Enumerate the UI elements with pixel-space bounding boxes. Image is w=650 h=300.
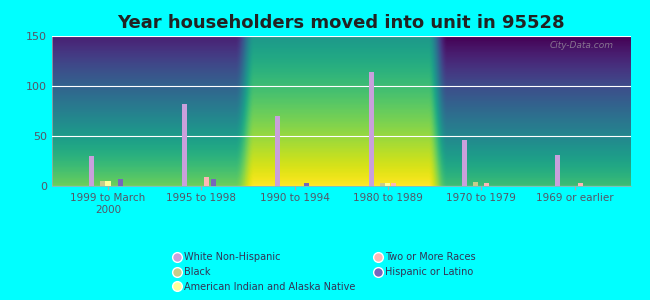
Bar bbox=[391, 183, 396, 186]
Text: City-Data.com: City-Data.com bbox=[549, 40, 613, 50]
Bar bbox=[100, 181, 105, 186]
Bar bbox=[211, 179, 216, 186]
Bar bbox=[369, 72, 374, 186]
Bar bbox=[462, 140, 467, 186]
Bar bbox=[578, 183, 582, 186]
Bar bbox=[304, 183, 309, 186]
Bar bbox=[275, 116, 280, 186]
Bar bbox=[204, 177, 209, 186]
Bar bbox=[88, 156, 94, 186]
Bar bbox=[385, 183, 391, 186]
Bar bbox=[484, 183, 489, 186]
Bar bbox=[105, 181, 110, 186]
Bar bbox=[182, 104, 187, 186]
Bar bbox=[380, 183, 385, 186]
Bar bbox=[555, 155, 560, 186]
Bar bbox=[118, 179, 123, 186]
Title: Year householders moved into unit in 95528: Year householders moved into unit in 955… bbox=[118, 14, 565, 32]
Legend: White Non-Hispanic, Black, American Indian and Alaska Native, Two or More Races,: White Non-Hispanic, Black, American Indi… bbox=[172, 250, 478, 295]
Bar bbox=[473, 182, 478, 186]
